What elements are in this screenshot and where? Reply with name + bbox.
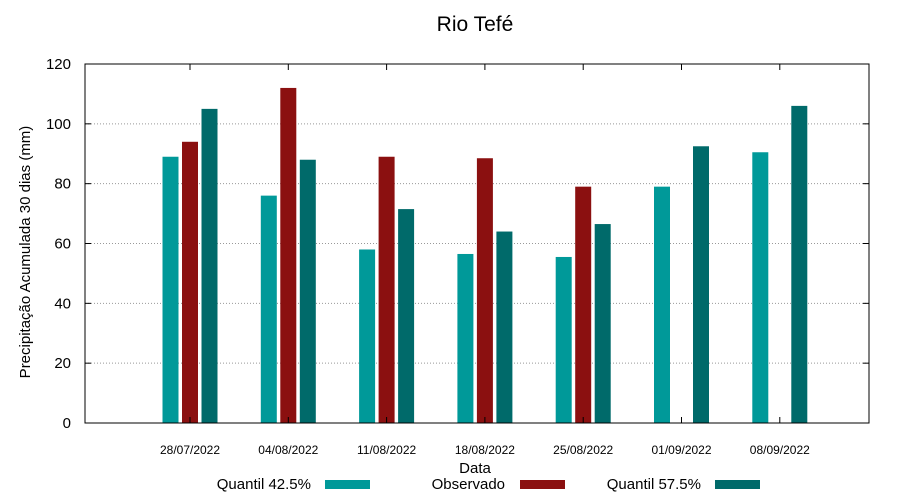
x-tick-label: 04/08/2022 bbox=[258, 443, 318, 457]
bar bbox=[260, 195, 277, 423]
y-tick-label: 120 bbox=[46, 56, 71, 73]
bar bbox=[299, 159, 316, 423]
y-tick-label: 20 bbox=[54, 355, 71, 372]
bar bbox=[594, 224, 611, 423]
chart-title: Rio Tefé bbox=[437, 13, 514, 36]
bar bbox=[555, 256, 572, 423]
legend-label: Quantil 42.5% bbox=[217, 476, 311, 493]
bars bbox=[162, 87, 808, 424]
legend-swatch bbox=[520, 480, 565, 489]
bar bbox=[791, 105, 808, 423]
y-tick-label: 40 bbox=[54, 295, 71, 312]
x-axis-label: Data bbox=[459, 460, 491, 477]
y-axis-label: Precipitação Acumulada 30 dias (mm) bbox=[17, 126, 34, 379]
x-tick-label: 08/09/2022 bbox=[750, 443, 810, 457]
y-tick-label: 0 bbox=[63, 415, 71, 432]
bar bbox=[398, 209, 415, 423]
bar bbox=[496, 231, 513, 423]
y-tick-label: 80 bbox=[54, 176, 71, 193]
bar bbox=[201, 108, 218, 423]
bar bbox=[162, 156, 179, 423]
legend-swatch bbox=[325, 480, 370, 489]
bar bbox=[752, 152, 769, 424]
bar bbox=[378, 156, 395, 423]
x-tick-label: 28/07/2022 bbox=[160, 443, 220, 457]
legend-label: Observado bbox=[432, 476, 505, 493]
y-axis-ticks: 0 20 40 60 80 100 120 bbox=[46, 56, 869, 432]
bar bbox=[457, 253, 474, 423]
legend: Quantil 42.5% Observado Quantil 57.5% bbox=[217, 476, 760, 493]
bar bbox=[476, 158, 493, 424]
y-tick-label: 60 bbox=[54, 236, 71, 253]
bar bbox=[359, 249, 376, 423]
bar bbox=[182, 141, 198, 424]
x-tick-label: 01/09/2022 bbox=[651, 443, 711, 457]
x-tick-label: 18/08/2022 bbox=[455, 443, 515, 457]
legend-label: Quantil 57.5% bbox=[607, 476, 701, 493]
bar bbox=[575, 186, 592, 423]
bar bbox=[693, 146, 709, 424]
x-tick-label: 11/08/2022 bbox=[357, 443, 416, 457]
x-tick-label: 25/08/2022 bbox=[553, 443, 613, 457]
bar bbox=[280, 87, 297, 423]
y-tick-label: 100 bbox=[46, 116, 71, 133]
x-axis-ticks: 28/07/2022 04/08/2022 11/08/2022 18/08/2022… bbox=[160, 64, 810, 457]
bar bbox=[654, 186, 670, 423]
legend-swatch bbox=[715, 480, 760, 489]
